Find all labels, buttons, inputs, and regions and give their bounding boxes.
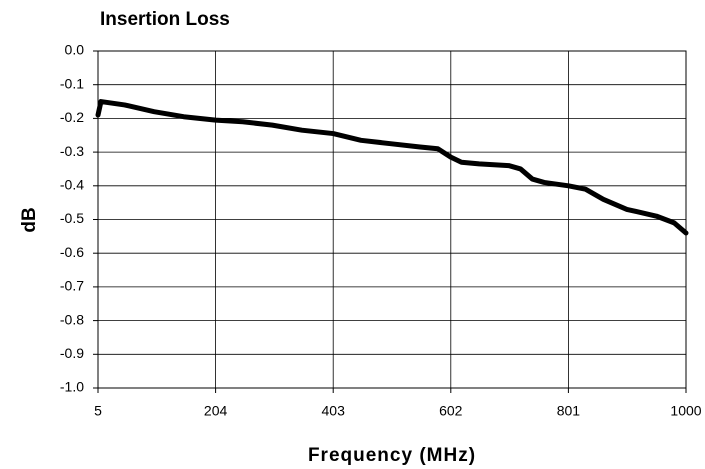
plot-border [97, 50, 687, 389]
x-tick-label: 801 [557, 403, 581, 419]
x-tick-label: 5 [94, 403, 102, 419]
data-line [95, 99, 689, 236]
y-tick-label: -0.5 [60, 210, 84, 226]
y-tick-label: -0.9 [60, 345, 84, 361]
x-tick-label: 204 [204, 403, 228, 419]
y-tick-label: -0.6 [60, 244, 84, 260]
y-tick-label: -0.2 [60, 109, 84, 125]
x-tick-label: 602 [439, 403, 463, 419]
y-tick-label: -0.1 [60, 75, 84, 91]
chart-title: Insertion Loss [100, 9, 230, 30]
y-axis-label: dB [19, 207, 40, 232]
y-tick-label: -0.8 [60, 311, 84, 327]
x-tick-label: 1000 [670, 403, 701, 419]
x-tick-label: 403 [322, 403, 346, 419]
y-tick-label: -0.4 [60, 177, 84, 193]
y-tick-label: -1.0 [60, 379, 84, 395]
x-axis-label: Frequency (MHz) [308, 445, 476, 466]
y-tick-label: -0.7 [60, 278, 84, 294]
y-tick-label: 0.0 [65, 42, 85, 58]
y-tick-label: -0.3 [60, 143, 84, 159]
